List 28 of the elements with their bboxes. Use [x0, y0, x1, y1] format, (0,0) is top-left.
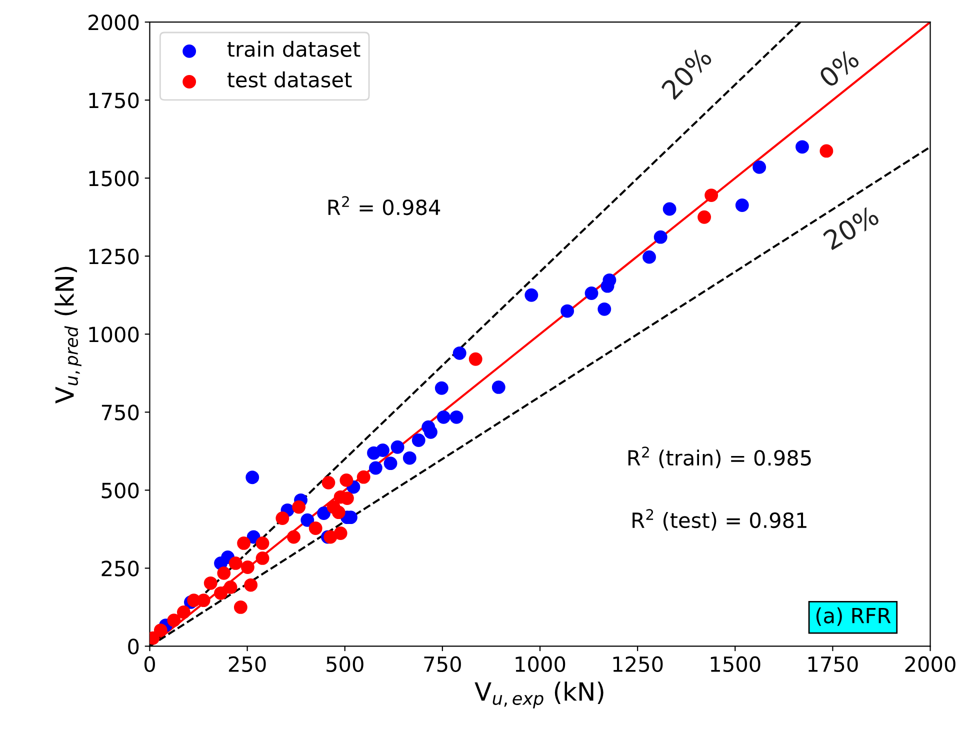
x-axis-title: V$_{u,exp}$ (kN) — [474, 682, 604, 708]
x-tick-label: 2000 — [905, 656, 956, 672]
y-tick-label: 2000 — [88, 14, 139, 30]
x-tick-label: 250 — [228, 656, 266, 672]
legend-label: train dataset — [227, 40, 360, 57]
annotation: R$^{2}$ (train) = 0.985 — [628, 446, 811, 468]
y-tick-label: 0 — [128, 638, 139, 654]
y-tick-label: 1250 — [89, 248, 139, 264]
annotation: R$^{2}$ (test) = 0.981 — [632, 509, 806, 531]
annotation: 20% — [822, 205, 880, 250]
annotation: 0% — [818, 48, 860, 88]
legend-label: test dataset — [227, 71, 352, 88]
y-axis-title: V$_{u,pred}$ (kN) — [54, 266, 82, 404]
x-tick-label: 500 — [326, 656, 364, 672]
y-tick-label: 500 — [102, 482, 139, 498]
x-tick-label: 750 — [424, 656, 461, 672]
x-tick-label: 0 — [144, 656, 155, 672]
y-tick-label: 250 — [102, 560, 139, 576]
x-tick-label: 1750 — [808, 656, 858, 672]
x-tick-label: 1500 — [710, 656, 760, 672]
x-tick-label: 1250 — [613, 656, 663, 672]
x-tick-label: 1000 — [516, 656, 566, 672]
y-tick-label: 1500 — [89, 170, 139, 186]
y-tick-label: 1750 — [89, 92, 139, 108]
y-tick-label: 750 — [102, 404, 139, 420]
annotation: R$^{2}$ = 0.984 — [328, 196, 440, 216]
annotation: (a) RFR — [816, 607, 891, 626]
y-tick-label: 1000 — [89, 326, 139, 342]
